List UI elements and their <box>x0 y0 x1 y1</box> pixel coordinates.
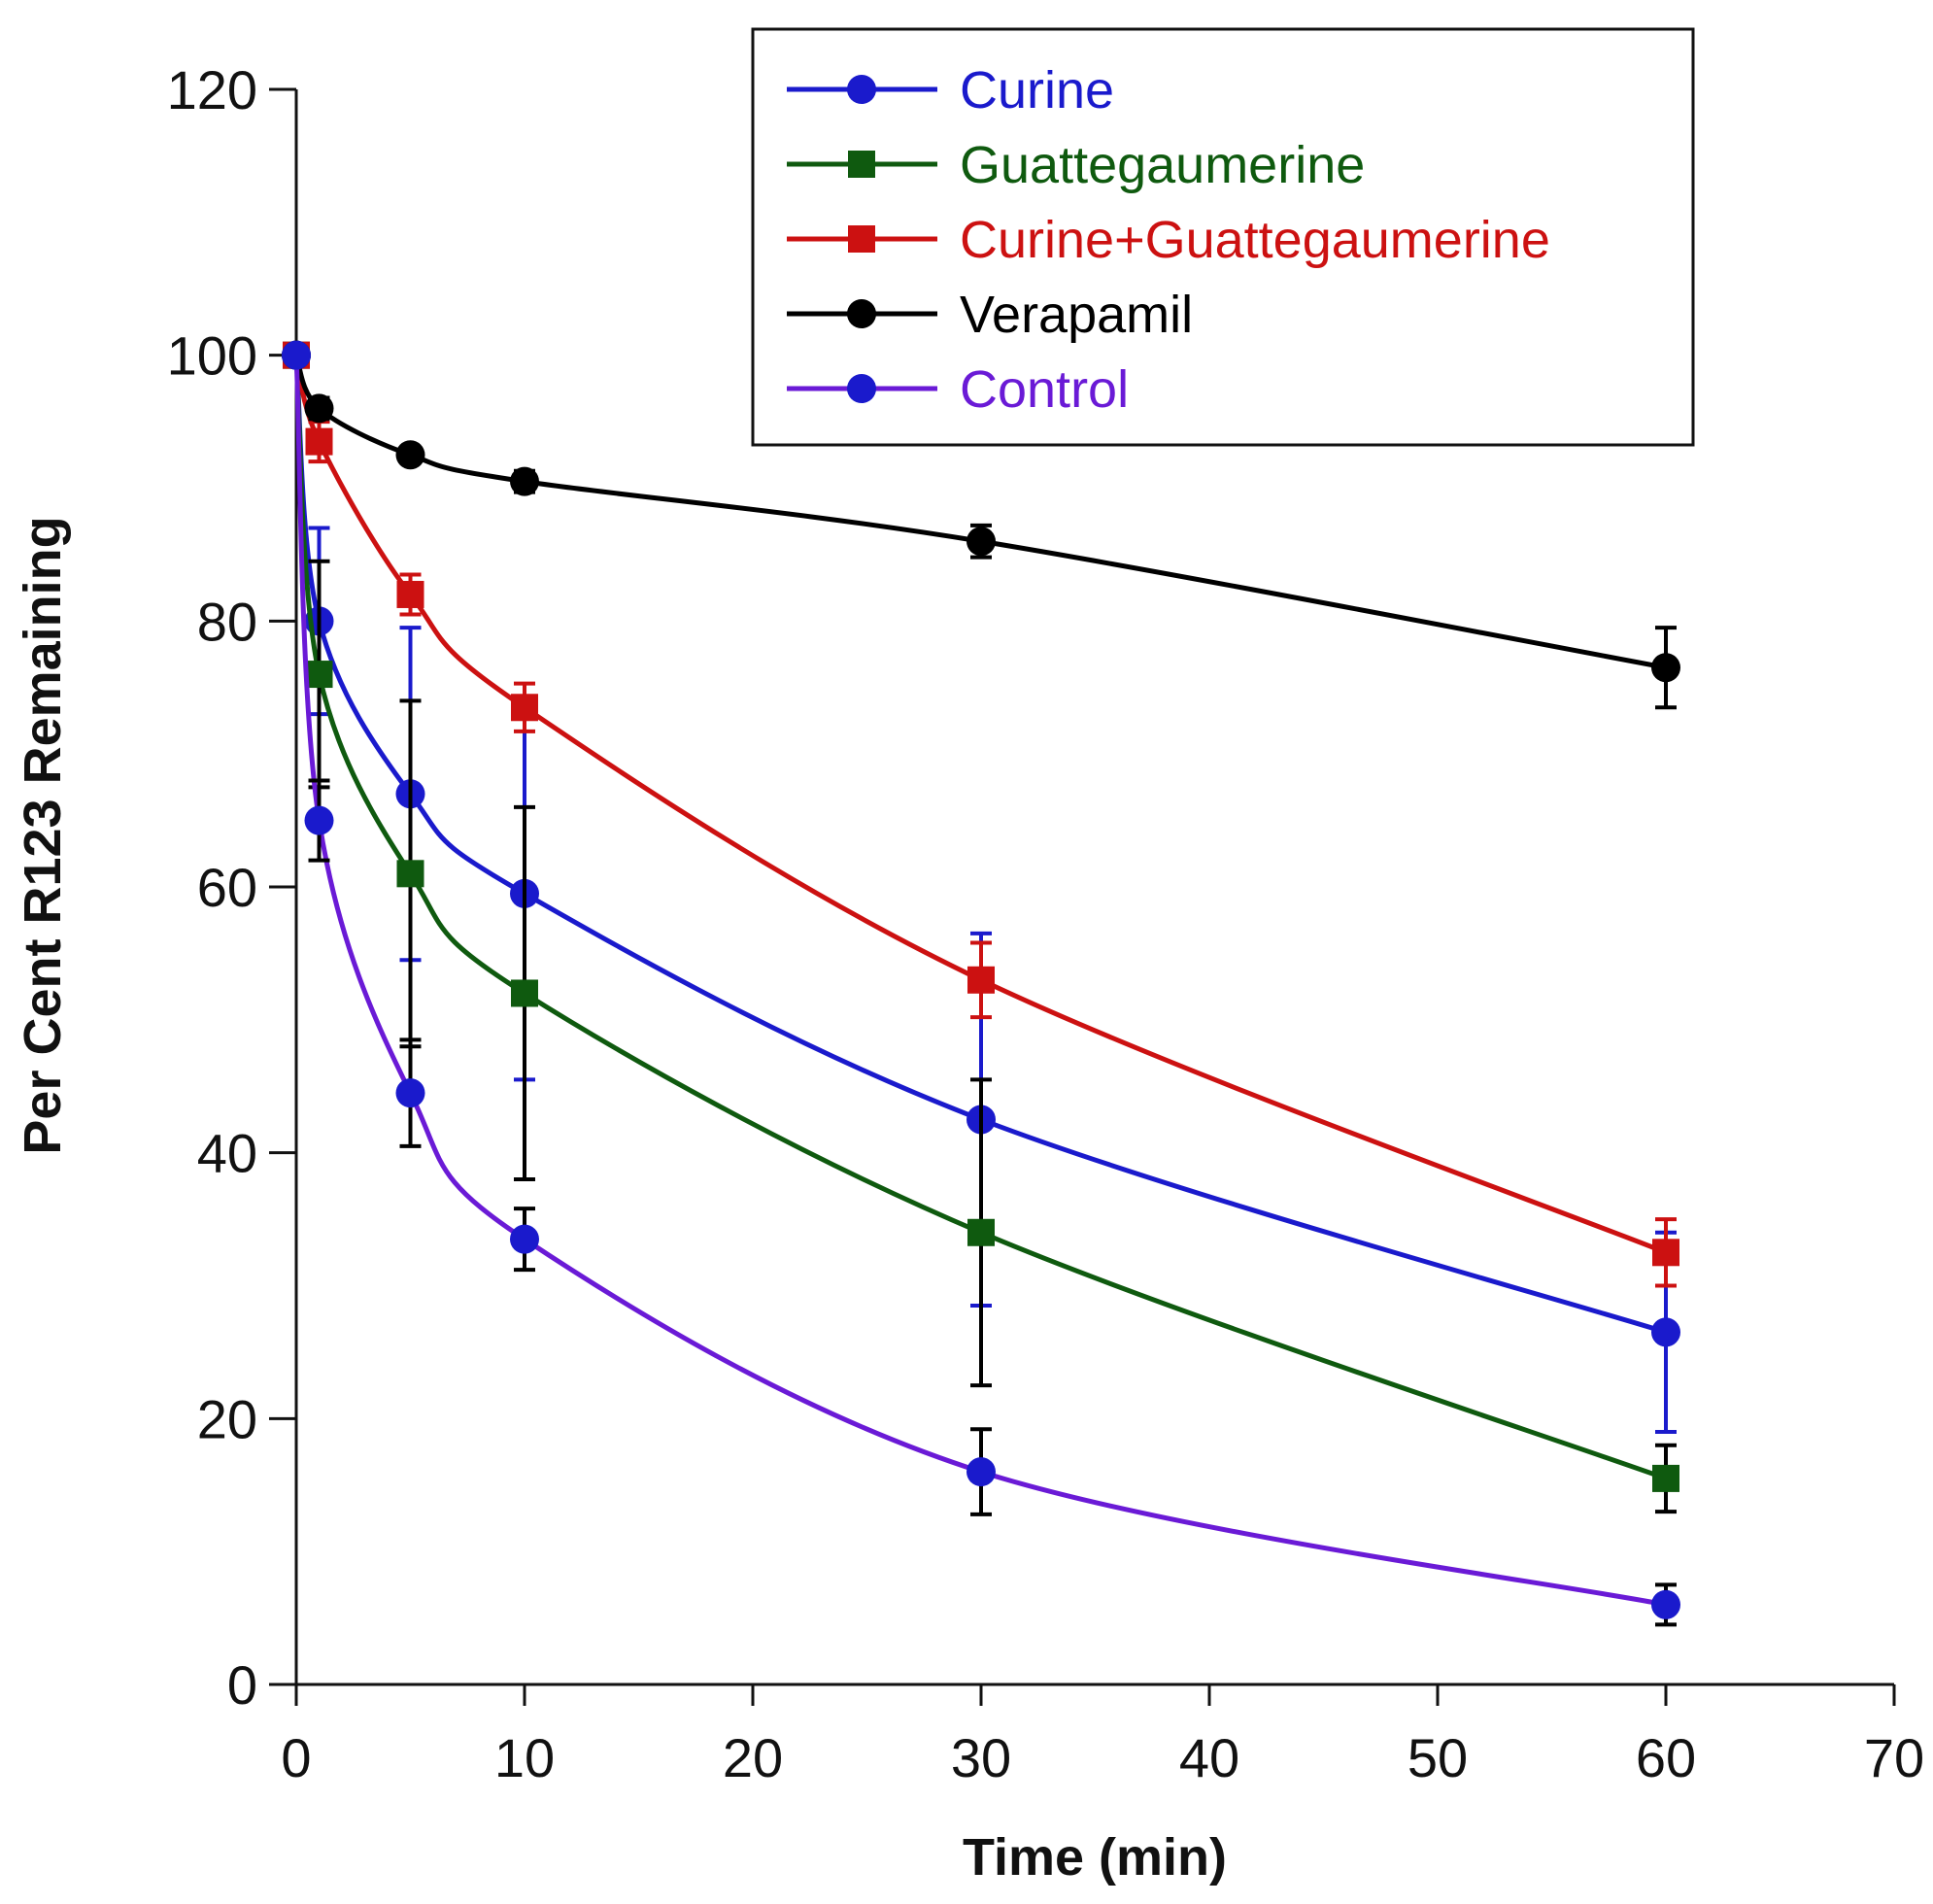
data-point <box>396 580 424 608</box>
plot-area <box>282 340 1680 1627</box>
data-point <box>1651 1317 1680 1347</box>
data-point <box>510 1224 539 1254</box>
series-verapamil <box>282 340 1680 710</box>
legend-label: Guattegaumerine <box>960 136 1365 194</box>
legend-marker <box>848 151 875 178</box>
data-point <box>1651 1589 1680 1619</box>
data-point <box>395 1078 425 1108</box>
x-tick-label: 10 <box>494 1727 555 1788</box>
legend-marker <box>847 299 876 328</box>
data-point <box>396 860 424 888</box>
series-line <box>293 354 1667 670</box>
data-point <box>511 694 538 722</box>
y-tick-label: 0 <box>227 1654 257 1716</box>
data-point <box>304 393 334 424</box>
legend-item-guattegaumerine: Guattegaumerine <box>787 136 1365 194</box>
x-tick-label: 60 <box>1636 1727 1696 1788</box>
data-point <box>967 966 995 994</box>
legend-item-verapamil: Verapamil <box>787 286 1193 344</box>
legend-item-curine-guattegaumerine: Curine+Guattegaumerine <box>787 211 1550 269</box>
y-tick-label: 100 <box>167 325 257 387</box>
series-guattegaumerine <box>283 341 1679 1514</box>
legend-marker <box>847 75 876 104</box>
data-point <box>1652 1239 1679 1267</box>
data-point <box>282 340 311 370</box>
x-tick-label: 70 <box>1864 1727 1924 1788</box>
series-control <box>282 340 1680 1627</box>
data-point <box>395 440 425 470</box>
legend-label: Curine+Guattegaumerine <box>960 211 1550 269</box>
y-tick-label: 60 <box>197 857 257 918</box>
legend-marker <box>848 225 875 253</box>
y-axis-ticks: 0 20 40 60 80 100 120 <box>167 59 296 1716</box>
data-point <box>966 527 996 557</box>
x-tick-label: 30 <box>951 1727 1011 1788</box>
legend: Curine Guattegaumerine Curine+Guattegaumer… <box>751 27 1695 447</box>
data-point <box>967 1218 995 1246</box>
y-tick-label: 40 <box>197 1123 257 1184</box>
x-tick-label: 40 <box>1179 1727 1239 1788</box>
legend-item-curine: Curine <box>787 61 1114 119</box>
y-tick-label: 120 <box>167 59 257 120</box>
legend-label: Control <box>960 360 1129 419</box>
data-point <box>304 805 334 835</box>
x-axis-title: Time (min) <box>963 1828 1227 1887</box>
legend-item-control: Control <box>787 360 1129 419</box>
data-point <box>305 427 333 456</box>
legend-label: Curine <box>960 61 1114 119</box>
x-tick-label: 50 <box>1407 1727 1468 1788</box>
x-tick-label: 20 <box>723 1727 783 1788</box>
y-axis-title: Per Cent R123 Remaining <box>14 516 72 1154</box>
series-line <box>293 355 1667 1608</box>
data-point <box>510 466 539 496</box>
data-point <box>305 661 333 689</box>
legend-label: Verapamil <box>960 286 1193 344</box>
x-axis-ticks: 0 10 20 30 40 50 60 70 <box>281 1684 1924 1788</box>
data-point <box>511 979 538 1007</box>
legend-marker <box>847 374 876 403</box>
y-tick-label: 80 <box>197 591 257 652</box>
x-tick-label: 0 <box>281 1727 311 1788</box>
y-tick-label: 20 <box>197 1388 257 1449</box>
data-point <box>1651 653 1680 683</box>
data-point <box>966 1457 996 1487</box>
series-line <box>293 355 1667 1255</box>
data-point <box>1652 1464 1679 1492</box>
